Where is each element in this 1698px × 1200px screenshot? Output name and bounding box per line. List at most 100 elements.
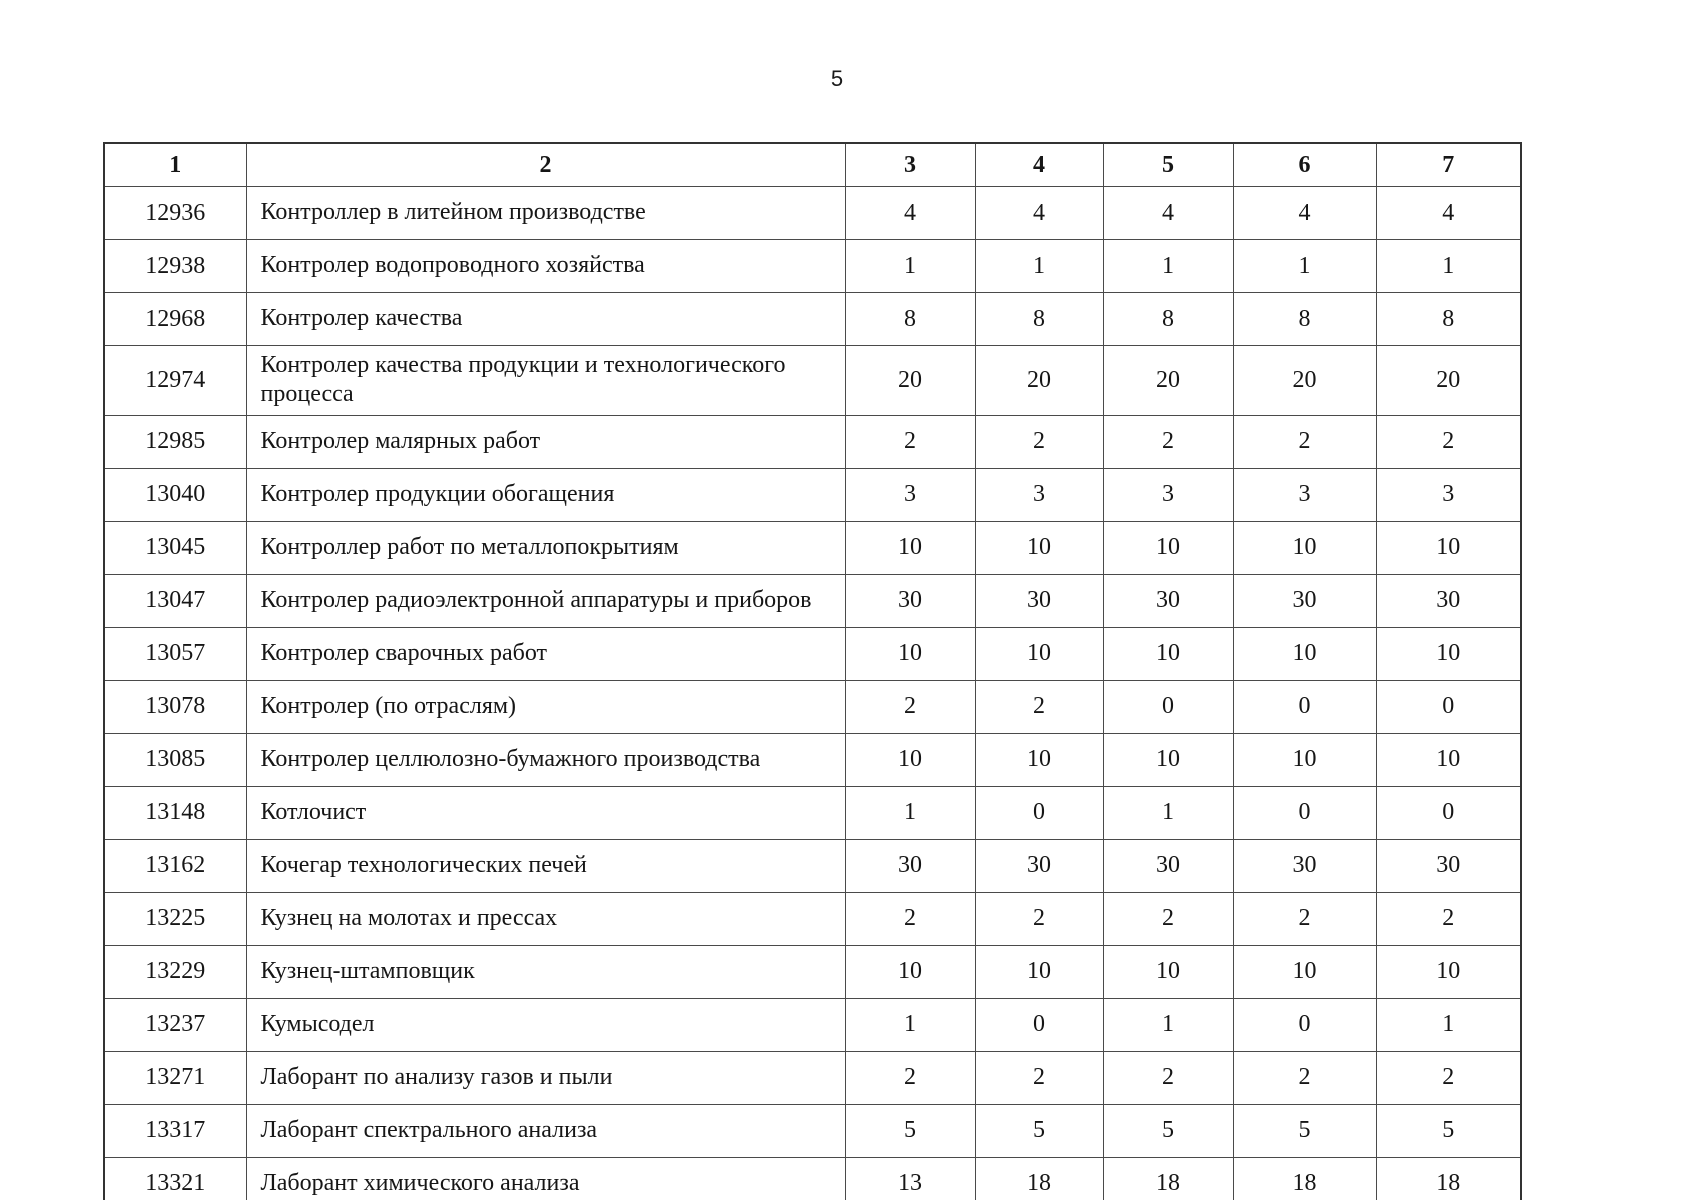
profession-code: 12985 — [103, 414, 247, 469]
count-value: 30 — [1102, 573, 1234, 628]
count-value: 30 — [844, 573, 976, 628]
column-header-1: 1 — [103, 142, 247, 187]
count-value: 10 — [974, 626, 1104, 681]
count-value: 20 — [1232, 345, 1377, 416]
count-value: 20 — [844, 345, 976, 416]
count-value: 4 — [1102, 186, 1234, 240]
profession-name: Контролер качества — [245, 292, 846, 346]
count-value: 30 — [1232, 838, 1377, 893]
table-header-row: 1 2 3 4 5 6 7 — [103, 142, 1522, 187]
profession-code: 13162 — [103, 838, 247, 893]
count-value: 20 — [1102, 345, 1234, 416]
count-value: 8 — [1375, 292, 1522, 346]
count-value: 10 — [1232, 944, 1377, 999]
column-header-3: 3 — [844, 142, 976, 187]
count-value: 5 — [844, 1103, 976, 1158]
count-value: 10 — [844, 944, 976, 999]
count-value: 2 — [1375, 891, 1522, 946]
count-value: 1 — [1102, 239, 1234, 293]
profession-code: 13237 — [103, 997, 247, 1052]
count-value: 2 — [844, 891, 976, 946]
count-value: 18 — [1232, 1156, 1377, 1200]
count-value: 2 — [1375, 1050, 1522, 1105]
count-value: 2 — [1232, 414, 1377, 469]
table-row: 13148 Котлочист 1 0 1 0 0 — [103, 785, 1522, 840]
count-value: 1 — [1375, 997, 1522, 1052]
count-value: 10 — [1102, 732, 1234, 787]
profession-code: 13317 — [103, 1103, 247, 1158]
profession-name: Кузнец на молотах и прессах — [245, 891, 846, 946]
profession-code: 13040 — [103, 467, 247, 522]
count-value: 10 — [974, 732, 1104, 787]
profession-code: 13057 — [103, 626, 247, 681]
table-row: 13085 Контролер целлюлозно-бумажного прои… — [103, 732, 1522, 787]
count-value: 0 — [1232, 785, 1377, 840]
count-value: 10 — [974, 944, 1104, 999]
count-value: 5 — [1232, 1103, 1377, 1158]
table-row: 13225 Кузнец на молотах и прессах 2 2 2 2 2 — [103, 891, 1522, 946]
profession-code: 13148 — [103, 785, 247, 840]
table-row: 13317 Лаборант спектрального анализа 5 5 5 5 5 — [103, 1103, 1522, 1158]
count-value: 2 — [844, 679, 976, 734]
count-value: 10 — [844, 626, 976, 681]
table-row: 12938 Контролер водопроводного хозяйства 1… — [103, 239, 1522, 293]
profession-name: Кумысодел — [245, 997, 846, 1052]
table-row: 13162 Кочегар технологических печей 30 30 30… — [103, 838, 1522, 893]
count-value: 2 — [1232, 1050, 1377, 1105]
count-value: 2 — [974, 891, 1104, 946]
count-value: 18 — [974, 1156, 1104, 1200]
count-value: 30 — [1375, 573, 1522, 628]
count-value: 2 — [1102, 414, 1234, 469]
profession-name: Контроллер работ по металлопокрытиям — [245, 520, 846, 575]
count-value: 8 — [1232, 292, 1377, 346]
count-value: 8 — [974, 292, 1104, 346]
table-body: 12936 Контроллер в литейном производстве 4… — [103, 186, 1522, 1200]
profession-code: 13225 — [103, 891, 247, 946]
count-value: 0 — [974, 785, 1104, 840]
profession-name: Контролер (по отраслям) — [245, 679, 846, 734]
count-value: 0 — [1232, 997, 1377, 1052]
count-value: 2 — [1102, 891, 1234, 946]
profession-name: Контролер продукции обогащения — [245, 467, 846, 522]
profession-code: 12974 — [103, 345, 247, 416]
count-value: 10 — [1375, 626, 1522, 681]
table-row: 13045 Контроллер работ по металлопокрытия… — [103, 520, 1522, 575]
profession-name: Контролер целлюлозно-бумажного производс… — [245, 732, 846, 787]
table-row: 13237 Кумысодел 1 0 1 0 1 — [103, 997, 1522, 1052]
count-value: 2 — [844, 1050, 976, 1105]
count-value: 10 — [1232, 520, 1377, 575]
count-value: 4 — [974, 186, 1104, 240]
professions-table: 1 2 3 4 5 6 7 12936 Контроллер в литейном… — [103, 142, 1522, 1200]
count-value: 2 — [1375, 414, 1522, 469]
table-row: 13040 Контролер продукции обогащения 3 3 3 3 3 — [103, 467, 1522, 522]
count-value: 10 — [1102, 944, 1234, 999]
column-header-2: 2 — [245, 142, 846, 187]
count-value: 2 — [844, 414, 976, 469]
profession-name: Контролер малярных работ — [245, 414, 846, 469]
count-value: 0 — [1375, 679, 1522, 734]
count-value: 4 — [1375, 186, 1522, 240]
count-value: 10 — [974, 520, 1104, 575]
count-value: 4 — [844, 186, 976, 240]
count-value: 1 — [1375, 239, 1522, 293]
column-header-5: 5 — [1102, 142, 1234, 187]
column-header-7: 7 — [1375, 142, 1522, 187]
count-value: 1 — [1232, 239, 1377, 293]
profession-name: Лаборант спектрального анализа — [245, 1103, 846, 1158]
column-header-6: 6 — [1232, 142, 1377, 187]
count-value: 5 — [1102, 1103, 1234, 1158]
table-row: 12936 Контроллер в литейном производстве 4… — [103, 186, 1522, 240]
count-value: 8 — [1102, 292, 1234, 346]
count-value: 3 — [1232, 467, 1377, 522]
table-row: 12985 Контролер малярных работ 2 2 2 2 2 — [103, 414, 1522, 469]
count-value: 1 — [974, 239, 1104, 293]
profession-code: 13321 — [103, 1156, 247, 1200]
profession-name: Контролер качества продукции и технологи… — [245, 345, 846, 416]
page-number: 5 — [830, 66, 844, 91]
count-value: 18 — [1102, 1156, 1234, 1200]
table-row: 13078 Контролер (по отраслям) 2 2 0 0 0 — [103, 679, 1522, 734]
count-value: 0 — [1375, 785, 1522, 840]
profession-code: 12936 — [103, 186, 247, 240]
count-value: 3 — [1102, 467, 1234, 522]
table-row: 12968 Контролер качества 8 8 8 8 8 — [103, 292, 1522, 346]
